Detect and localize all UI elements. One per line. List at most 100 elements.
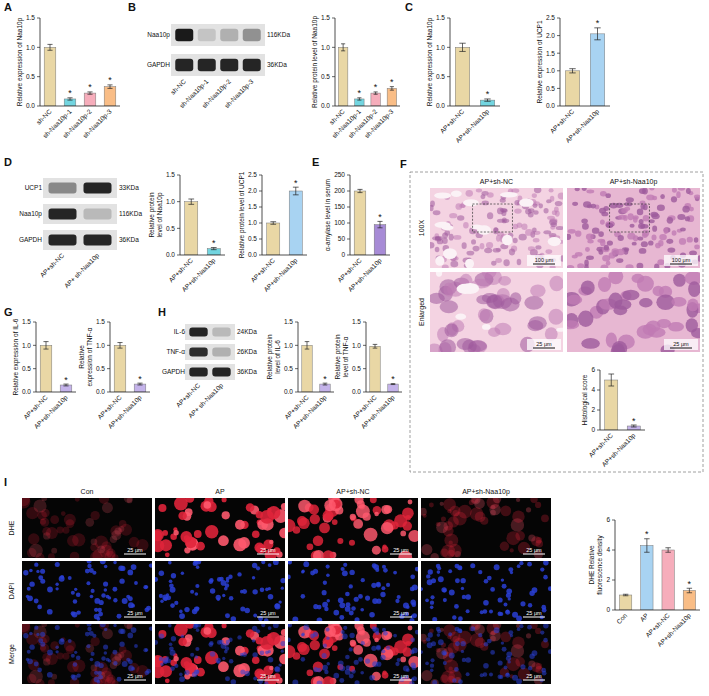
- cell: [440, 300, 458, 313]
- cell: [567, 234, 571, 240]
- tick: [107, 368, 110, 369]
- nucleus: [193, 624, 198, 629]
- cell: [685, 216, 690, 221]
- axis-title-line: expression of TNF-α: [86, 327, 94, 386]
- bar-chart: 050100150200250AP+sh-NC*AP+sh-Naa10pα-am…: [324, 171, 390, 293]
- cell: [639, 248, 647, 254]
- nucleus: [516, 679, 522, 684]
- dhe-spot: [319, 648, 330, 659]
- nucleus: [194, 670, 199, 675]
- nucleus: [163, 659, 167, 663]
- cell: [514, 209, 522, 214]
- tick-label: 2: [606, 576, 610, 583]
- blot-size: 24KDa: [237, 328, 257, 335]
- nucleus: [155, 640, 158, 645]
- marks: [370, 344, 398, 392]
- dhe-spot: [436, 647, 448, 659]
- y-axis: [298, 322, 299, 392]
- cell: [476, 189, 482, 193]
- error-bar: [377, 221, 382, 227]
- category-label: AP+sh-Naa10p: [262, 256, 299, 293]
- bar: [627, 426, 640, 430]
- dhe-spot: [307, 669, 314, 676]
- nucleus: [462, 658, 466, 662]
- tick-label: 1.0: [546, 67, 555, 74]
- nucleus: [55, 646, 58, 649]
- error-cap: [270, 224, 276, 225]
- nucleus: [373, 564, 379, 570]
- bar: [104, 87, 116, 106]
- dhe-spot: [512, 636, 524, 648]
- nucleus: [502, 647, 507, 652]
- blot-background: [171, 54, 265, 76]
- error-cap: [357, 189, 362, 190]
- bar-chart: 0.00.51.01.5AP+sh-NC*AP+sh-Naa10pRelativ…: [78, 318, 150, 430]
- nucleus: [47, 650, 53, 656]
- cell: [567, 320, 579, 329]
- nucleus: [322, 665, 328, 671]
- row-title: Merge: [8, 644, 16, 664]
- bar: [683, 591, 695, 611]
- nucleus: [354, 597, 359, 602]
- nucleus: [519, 561, 523, 565]
- nucleus: [103, 644, 108, 649]
- nucleus: [72, 675, 78, 681]
- cell: [657, 205, 665, 212]
- bar-chart: 0.00.51.01.5AP+sh-NC*AP+sh-Naa10pRelativ…: [12, 318, 76, 431]
- error-line: [50, 44, 51, 50]
- blot-background: [171, 24, 265, 46]
- cell: [548, 309, 563, 325]
- dhe-spot: [530, 498, 537, 503]
- nucleus: [184, 670, 189, 675]
- nucleus: [55, 625, 60, 630]
- axis-title: Relative proteinlevel of TNF-α: [334, 334, 349, 380]
- y-axis: [180, 175, 181, 255]
- x-axis: [40, 106, 120, 107]
- axis-title: Relative expression of Naa10p: [426, 17, 434, 106]
- nucleus: [281, 586, 284, 589]
- nucleus: [34, 562, 38, 566]
- annotation: *: [323, 374, 327, 384]
- tick: [347, 191, 350, 192]
- band: [243, 29, 261, 41]
- nucleus: [76, 592, 81, 597]
- dhe-spot: [310, 514, 320, 524]
- nucleus: [354, 660, 359, 665]
- nucleus: [483, 600, 489, 606]
- cell: [430, 242, 434, 248]
- blot-background: [185, 364, 235, 380]
- dhe-spot: [185, 536, 197, 548]
- axis-title: Relativeexpression of TNF-α: [78, 327, 94, 386]
- nucleus: [461, 650, 464, 653]
- tick: [37, 18, 40, 19]
- nucleus: [292, 680, 298, 684]
- tick-label: 1.0: [26, 44, 35, 51]
- nucleus: [160, 600, 163, 603]
- tick-label: 0.5: [436, 73, 445, 80]
- cell: [676, 191, 681, 198]
- dhe-spot: [61, 511, 66, 516]
- nucleus: [466, 609, 470, 613]
- nucleus: [104, 565, 108, 569]
- nucleus: [195, 584, 199, 588]
- nucleus: [273, 624, 279, 628]
- band: [220, 29, 238, 41]
- cell: [433, 210, 441, 215]
- dapi-signal: [421, 561, 551, 621]
- cell: [667, 217, 673, 224]
- nucleus: [288, 637, 291, 642]
- nucleus: [529, 591, 534, 596]
- error-line: [689, 588, 690, 593]
- nucleus: [425, 598, 429, 602]
- dhe-spot: [309, 504, 319, 514]
- cell: [442, 264, 449, 268]
- nucleus: [415, 567, 418, 572]
- nucleus: [452, 678, 456, 682]
- nucleus: [443, 652, 447, 656]
- nucleus: [430, 600, 434, 604]
- nucleus: [409, 618, 414, 621]
- dhe-spot: [381, 522, 393, 534]
- cell: [482, 272, 497, 278]
- axis-title-line: fluorescence density: [596, 535, 604, 595]
- band: [189, 328, 207, 337]
